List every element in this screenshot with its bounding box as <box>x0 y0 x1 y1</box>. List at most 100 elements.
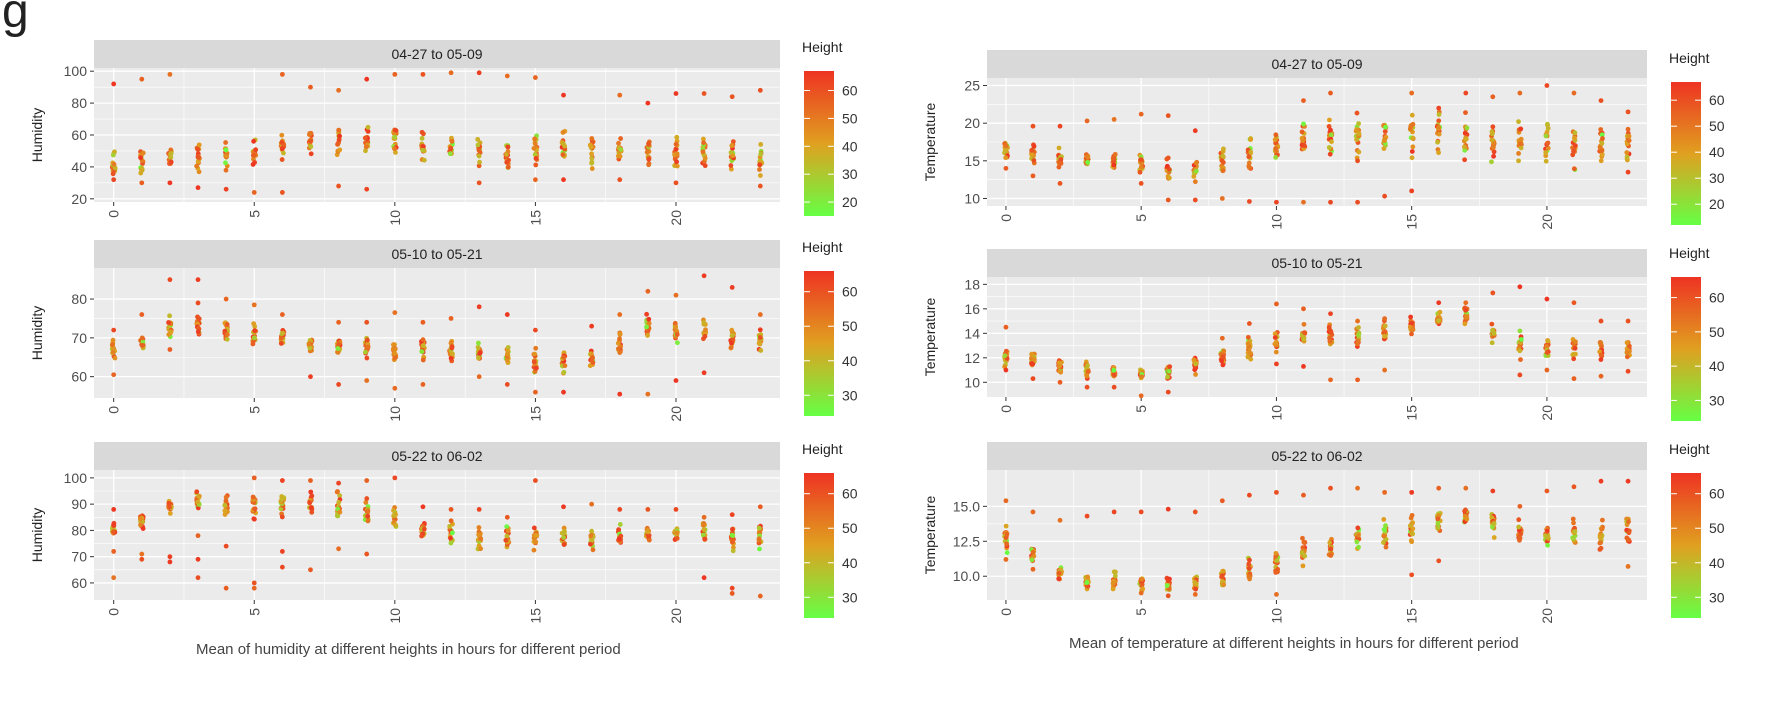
points-group <box>109 475 764 599</box>
data-point-outlier <box>364 378 370 383</box>
data-point <box>251 516 257 522</box>
data-point-outlier <box>673 180 679 186</box>
data-point-outlier <box>1625 368 1631 374</box>
data-point-outlier <box>195 300 201 306</box>
data-point <box>1356 149 1362 155</box>
data-point-outlier <box>1355 199 1360 205</box>
data-point <box>562 528 567 534</box>
data-point <box>1272 335 1278 340</box>
data-point <box>167 313 172 319</box>
x-tick-label: 10 <box>387 210 403 226</box>
data-point <box>420 144 426 149</box>
y-tick-label: 12 <box>964 350 980 366</box>
data-point <box>1545 140 1550 146</box>
data-point-outlier <box>1436 105 1442 111</box>
data-point-outlier <box>561 504 566 510</box>
x-tick-label: 5 <box>1133 405 1149 413</box>
legend-tick-label: 40 <box>842 555 858 571</box>
data-point-outlier <box>223 296 229 302</box>
data-point-outlier <box>1057 181 1063 186</box>
data-point-outlier <box>1192 592 1198 597</box>
data-point <box>363 500 369 505</box>
panel-background <box>987 277 1647 397</box>
data-point <box>1599 343 1604 349</box>
data-point <box>729 539 735 545</box>
data-point <box>561 354 566 360</box>
data-point <box>308 505 314 510</box>
data-point <box>1381 533 1387 539</box>
data-point <box>672 320 678 326</box>
data-point <box>589 166 595 171</box>
data-point-outlier <box>223 186 229 192</box>
data-point <box>1463 307 1468 313</box>
data-point-outlier <box>1544 296 1550 302</box>
data-point <box>280 150 286 156</box>
data-point-outlier <box>279 564 285 570</box>
data-point <box>1598 158 1604 164</box>
data-point-outlier <box>701 514 707 520</box>
data-point-outlier <box>1030 173 1036 179</box>
legend-tick-label: 20 <box>842 194 858 210</box>
data-point <box>222 508 228 514</box>
data-point-outlier <box>111 506 117 512</box>
data-point <box>1246 574 1252 580</box>
data-point-outlier <box>1328 90 1333 96</box>
legend-tick-label: 60 <box>842 284 858 300</box>
data-point-outlier <box>195 533 201 539</box>
data-point <box>700 136 706 142</box>
data-point <box>111 522 117 528</box>
data-point <box>1626 530 1632 536</box>
data-point <box>1410 144 1416 150</box>
data-point-outlier <box>533 389 538 395</box>
data-point <box>758 348 764 353</box>
data-point <box>111 529 116 535</box>
data-point <box>110 337 116 343</box>
data-point <box>1029 152 1034 157</box>
data-point <box>504 357 510 363</box>
data-point <box>1355 525 1361 531</box>
data-point <box>533 532 539 538</box>
data-point <box>757 327 763 333</box>
y-tick-label: 70 <box>71 549 87 565</box>
data-point <box>1354 110 1360 116</box>
data-point <box>1004 550 1010 556</box>
data-point <box>195 329 201 335</box>
data-point-outlier <box>195 185 201 191</box>
data-point <box>533 539 539 545</box>
figure-mark: g <box>2 0 29 38</box>
data-point <box>336 137 342 143</box>
data-point <box>589 155 595 161</box>
data-point-outlier <box>1409 572 1415 578</box>
data-point <box>138 155 143 161</box>
data-point <box>278 335 284 341</box>
data-point <box>1545 542 1551 548</box>
data-point-outlier <box>1274 361 1279 367</box>
data-point <box>365 518 371 524</box>
panel-1: 04-27 to 05-09 0 5 10 15 20 20 40 60 80 100 Humidit… <box>29 39 858 226</box>
data-point-outlier <box>1382 367 1388 373</box>
legend-tick-label: 20 <box>1709 196 1725 212</box>
data-point <box>729 340 734 346</box>
data-point <box>1382 333 1387 339</box>
data-point-outlier <box>1057 123 1063 129</box>
data-point <box>225 332 230 337</box>
data-point <box>1435 520 1441 526</box>
data-point <box>1111 367 1117 373</box>
data-point-outlier <box>617 312 623 317</box>
legend-tick-label: 30 <box>1709 170 1725 186</box>
data-point <box>137 516 143 522</box>
data-point-outlier <box>1003 498 1009 504</box>
data-point <box>1246 566 1252 571</box>
data-point <box>531 547 537 553</box>
data-point-outlier <box>1517 503 1523 509</box>
data-point <box>1003 143 1009 149</box>
data-point <box>1193 160 1199 166</box>
data-point <box>138 522 143 528</box>
data-point <box>1543 158 1549 164</box>
data-point <box>504 159 510 165</box>
data-point-outlier <box>673 91 679 96</box>
panel-6: 05-22 to 06-02 0 5 10 15 20 10.0 12.5 15.0 Temper… <box>922 441 1725 624</box>
data-point-outlier <box>167 554 173 560</box>
data-point <box>1326 145 1332 150</box>
data-point <box>1029 361 1034 366</box>
